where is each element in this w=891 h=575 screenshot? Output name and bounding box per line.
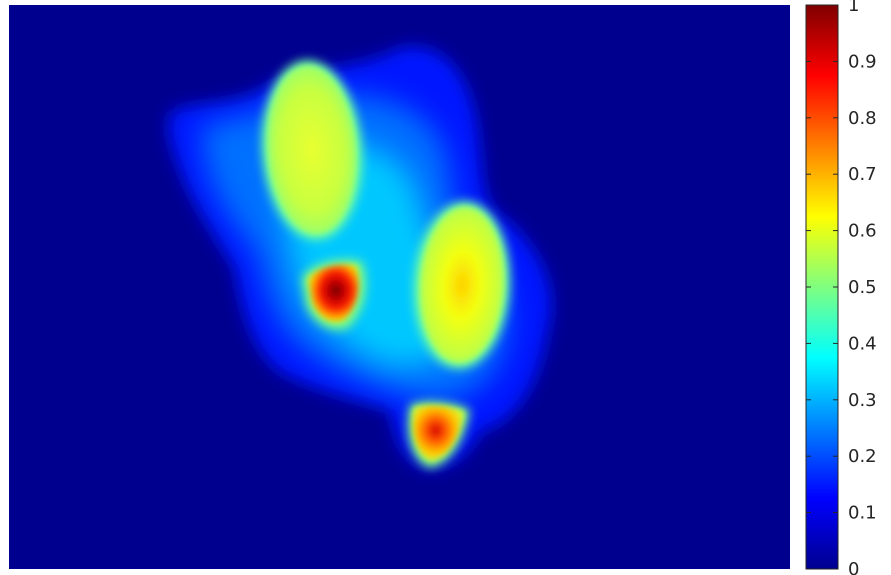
colorbar-tick-label: 0.4 (848, 333, 877, 354)
colorbar-tick-label: 0.2 (848, 446, 877, 467)
colorbar-tick-label: 0 (848, 559, 859, 575)
colorbar-tick-label: 0.6 (848, 221, 877, 242)
colorbar-tick-label: 0.7 (848, 164, 877, 185)
hotspot-center-left (308, 264, 359, 322)
blob-upper-left (267, 66, 357, 234)
blob-right (419, 207, 505, 363)
colorbar-tick-label: 0.9 (848, 51, 877, 72)
colorbar-tick-label: 0.3 (848, 390, 877, 411)
colorbar: 0 0.1 0.2 0.3 0.4 0.5 0.6 0.7 0.8 0.9 1 (805, 0, 877, 575)
colorbar-tick-label: 0.8 (848, 108, 877, 129)
colorbar-tick-label: 0.5 (848, 277, 877, 298)
hotspot-bottom (412, 405, 464, 461)
plot-area (9, 5, 790, 569)
colorbar-tick-label: 1 (848, 0, 859, 16)
colorbar-ticks: 0 0.1 0.2 0.3 0.4 0.5 0.6 0.7 0.8 0.9 1 (806, 0, 877, 575)
colorbar-tick-label: 0.1 (848, 503, 877, 524)
colorbar-gradient (806, 5, 838, 569)
